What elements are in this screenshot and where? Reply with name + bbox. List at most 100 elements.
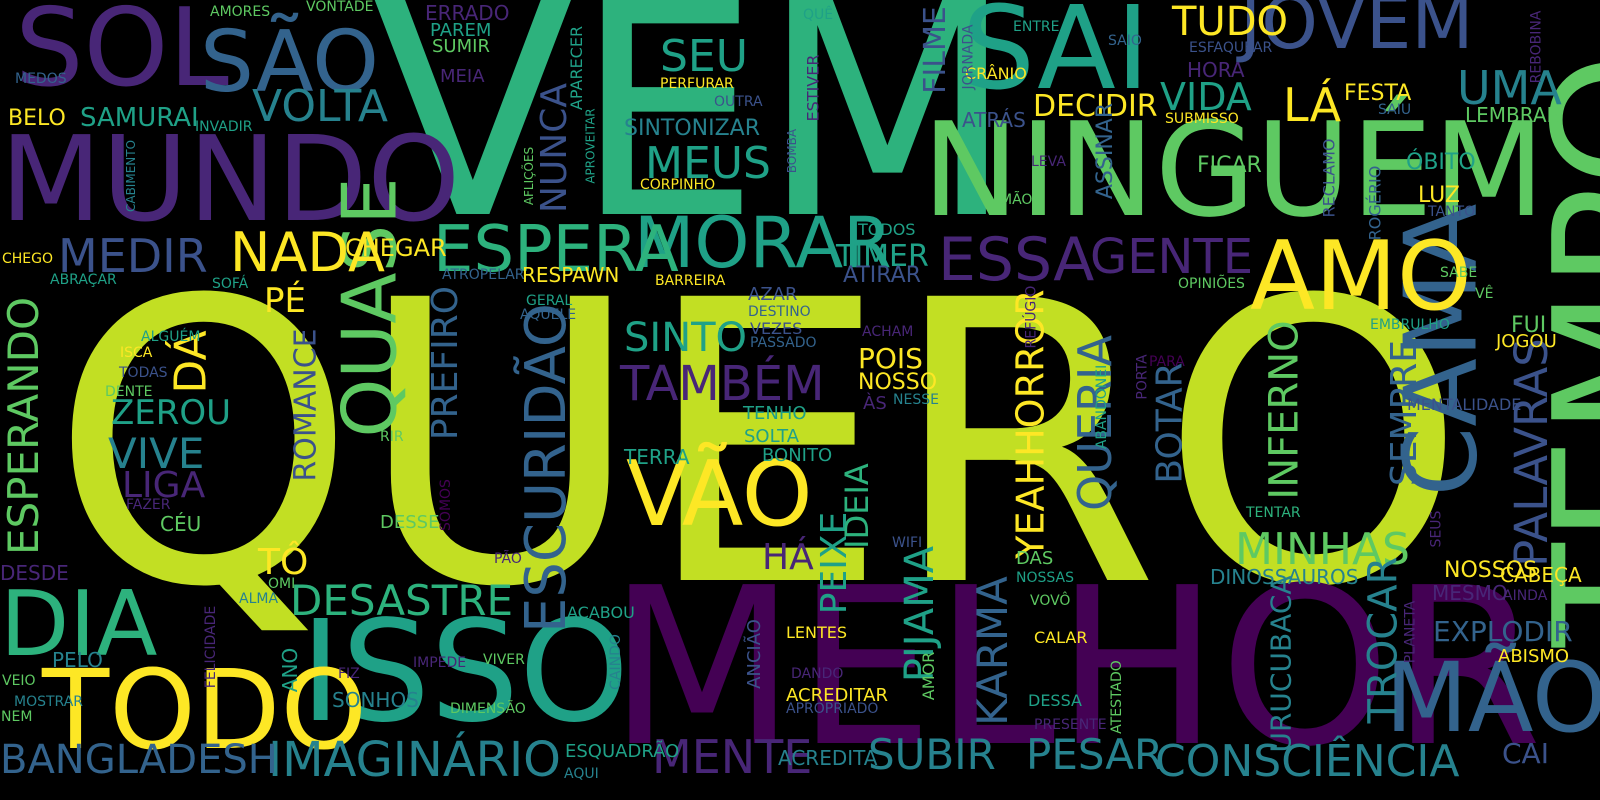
word: AMO	[1250, 222, 1472, 332]
word: IMAGINÁRIO	[268, 732, 561, 788]
word: BELO	[8, 106, 66, 131]
word: CAINDO	[607, 634, 624, 690]
word: ROMANCE	[288, 328, 324, 482]
word: ÀS	[863, 393, 887, 414]
word: ABANDONEI	[1094, 364, 1111, 450]
word: QUERO	[50, 218, 1467, 672]
word: PÉ	[264, 281, 306, 321]
word: ANCIÃO	[743, 619, 765, 689]
word: IDEIA	[837, 463, 876, 549]
word: TODAS	[119, 365, 168, 381]
word: MEUS	[645, 138, 771, 189]
word: SOMOS	[437, 479, 454, 531]
word: DANDO	[791, 666, 844, 682]
word: SUMIR	[432, 36, 490, 57]
word: DESDE	[0, 561, 69, 585]
word: SAMURAI	[80, 103, 199, 133]
word: CONSCIÊNCIA	[1155, 736, 1460, 787]
word: SOFÁ	[212, 276, 249, 292]
word: FESTA	[1344, 81, 1412, 106]
word: CHEGO	[2, 251, 54, 267]
word: LIGA	[122, 465, 206, 506]
word: TAMBÉM	[620, 356, 825, 412]
word: VIDA	[1160, 75, 1252, 119]
word: MORAR	[634, 202, 892, 284]
word: ENTRE	[1013, 19, 1060, 35]
word: VEIO	[2, 673, 36, 689]
word: CALAR	[1034, 628, 1088, 647]
word: REFÚGIO	[1023, 285, 1040, 349]
word: RIR	[380, 429, 404, 445]
word: SUBIR	[868, 730, 996, 779]
word: MINHAS	[1235, 524, 1410, 575]
word: RECLAMO	[1319, 138, 1339, 218]
word: JOVEM	[1240, 0, 1474, 65]
word: NOSSOS	[1444, 558, 1537, 583]
word: EMBRULHO	[1370, 317, 1450, 333]
word: ISCA	[120, 345, 153, 361]
word: VOLTA	[252, 81, 388, 132]
word: MUNDO	[0, 110, 461, 248]
word: PORTA	[1134, 354, 1151, 400]
word: ATIRAR	[843, 263, 921, 288]
word: OMI	[268, 576, 296, 592]
word: DESSA	[1028, 691, 1082, 710]
word: CRÂNIO	[965, 64, 1027, 83]
word: APROVEITAR	[583, 108, 598, 184]
word: QUÊ	[803, 7, 834, 23]
word: ZEROU	[111, 393, 232, 433]
word: ESPERANDO	[0, 296, 49, 556]
word: ANO	[278, 647, 303, 693]
word: MESMO	[1432, 581, 1508, 605]
word: FELICIDADE	[203, 605, 220, 689]
word: ACABOU	[567, 603, 635, 622]
word: CAI	[1502, 737, 1549, 770]
word: SOL	[15, 0, 229, 111]
word: CÉU	[160, 512, 202, 536]
word: PASSADO	[750, 335, 817, 351]
word: PÃO	[494, 551, 522, 567]
word: SEUS	[1428, 510, 1445, 548]
word: EXPLODIR	[1433, 615, 1573, 648]
word: MOSTRAR	[14, 694, 84, 710]
word: DESTINO	[748, 304, 811, 320]
word: ERRADO	[425, 1, 510, 25]
word: AINDA	[1503, 588, 1548, 604]
word: TÔ	[258, 542, 309, 583]
word: UMA	[1457, 61, 1562, 115]
word: ATESTADO	[1108, 660, 1125, 734]
word: RESPAWN	[522, 263, 620, 287]
word: ACHAM	[862, 324, 914, 340]
word: POIS	[858, 342, 923, 375]
word: ALGUÉM	[141, 329, 201, 345]
word: CHEGAR	[345, 234, 447, 262]
word: BANGLADESH	[0, 737, 278, 783]
word: FILME	[917, 6, 953, 94]
word: BONITO	[762, 445, 833, 466]
word: DESSE	[380, 512, 440, 533]
word: QUASE	[325, 177, 414, 438]
word: SUBMISSO	[1165, 111, 1239, 127]
word: ALMA	[239, 591, 279, 607]
word: DIMENSÃO	[450, 701, 526, 717]
word: TENHO	[743, 403, 807, 424]
word: SINTONIZAR	[624, 116, 761, 141]
word: LÁ	[1283, 78, 1342, 132]
word: DECIDIR	[1033, 89, 1158, 124]
word: ATRÁS	[962, 108, 1026, 132]
word: SABE	[1440, 265, 1478, 281]
word: DENTE	[105, 384, 153, 400]
word: AMORES	[210, 4, 271, 20]
word: TIMER	[836, 239, 929, 274]
word: CORPINHO	[640, 177, 716, 193]
word: PRESENTE	[1034, 717, 1107, 733]
word: VEZES	[750, 319, 803, 338]
word: ABISMO	[1498, 646, 1570, 667]
word: VEM	[372, 0, 1015, 284]
word: JORNADA	[960, 24, 977, 90]
word: PELO	[52, 648, 103, 672]
word: TERRA	[624, 445, 690, 469]
word: PREFIRO	[425, 285, 467, 441]
word: APROPRIADO	[786, 701, 879, 717]
